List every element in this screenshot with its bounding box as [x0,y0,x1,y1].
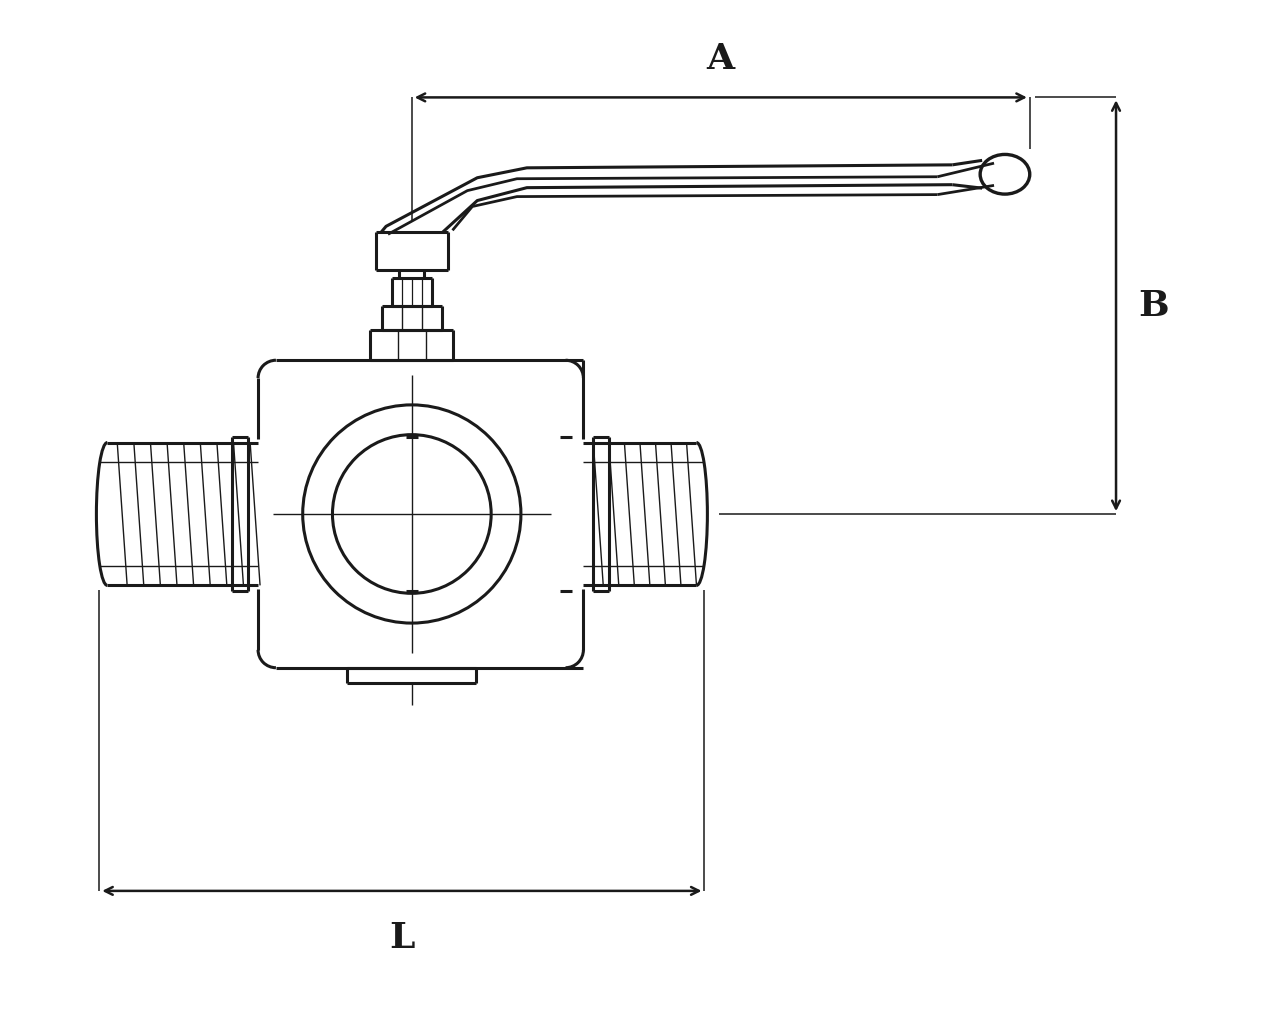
Text: A: A [706,42,734,76]
Text: B: B [1138,289,1169,323]
Text: L: L [389,921,414,954]
